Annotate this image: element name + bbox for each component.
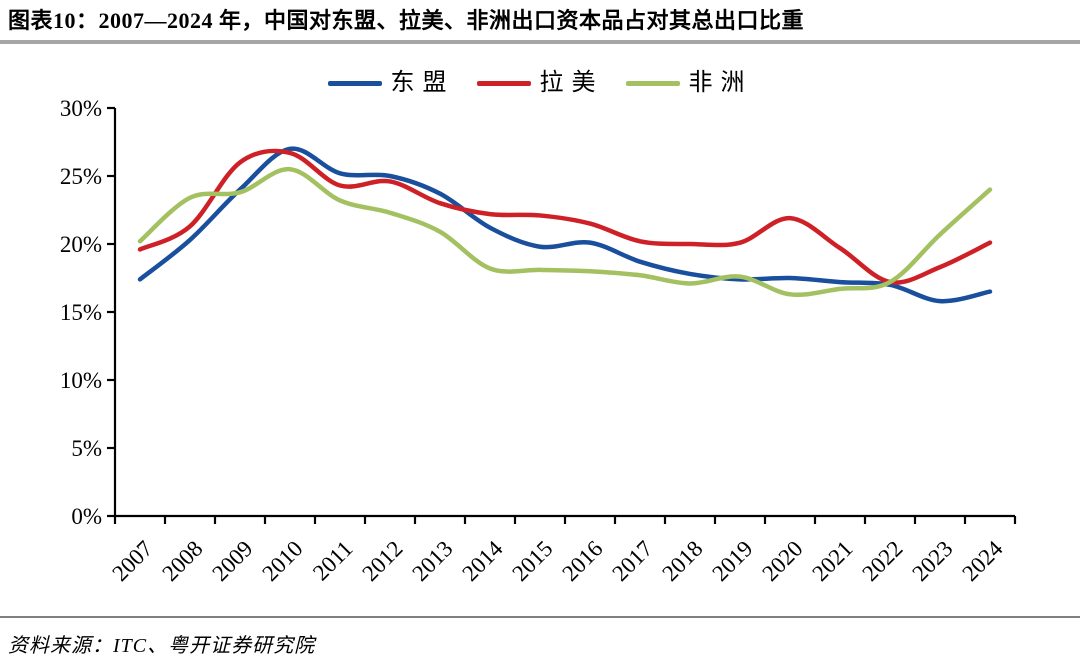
series-line-latam [137, 148, 993, 285]
legend-label-asean: 东盟 [390, 70, 455, 96]
footer-divider [0, 616, 1080, 618]
x-tick-label: 2016 [557, 536, 607, 586]
x-tick-label: 2009 [207, 536, 257, 586]
y-tick-label: 30% [60, 96, 102, 121]
legend-swatch-latam [476, 80, 531, 86]
x-tick-label: 2021 [807, 536, 857, 586]
x-tick-label: 2013 [407, 536, 457, 586]
y-tick-label: 0% [71, 504, 102, 529]
legend-item-africa[interactable]: 非洲 [625, 70, 753, 96]
y-tick-label: 20% [60, 232, 102, 257]
legend-label-africa: 非洲 [688, 70, 753, 96]
legend-swatch-africa [625, 80, 680, 86]
source-note: 资料来源：ITC、粤开证券研究院 [8, 635, 316, 657]
legend-item-asean[interactable]: 东盟 [327, 70, 455, 96]
y-tick-label: 10% [60, 368, 102, 393]
x-tick-label: 2017 [607, 536, 657, 586]
x-tick-label: 2007 [107, 536, 157, 586]
x-tick-label: 2019 [707, 536, 757, 586]
x-tick-label: 2010 [257, 536, 307, 586]
chart-legend: 东盟 拉美 非洲 [0, 70, 1080, 96]
x-tick-label: 2012 [357, 536, 407, 586]
x-tick-label: 2015 [507, 536, 557, 586]
legend-swatch-asean [327, 80, 382, 86]
x-tick-label: 2024 [957, 536, 1008, 587]
x-tick-label: 2014 [457, 536, 508, 587]
series-line-asean [137, 146, 993, 304]
x-tick-label: 2018 [657, 536, 707, 586]
legend-label-latam: 拉美 [539, 70, 604, 96]
x-tick-label: 2022 [857, 536, 907, 586]
x-tick-label: 2008 [157, 536, 207, 586]
x-tick-label: 2020 [757, 536, 807, 586]
series-line-africa [137, 166, 993, 298]
x-tick-label: 2011 [308, 536, 358, 586]
legend-item-latam[interactable]: 拉美 [476, 70, 604, 96]
y-tick-label: 15% [60, 300, 102, 325]
x-tick-label: 2023 [907, 536, 957, 586]
y-tick-label: 25% [60, 164, 102, 189]
y-tick-label: 5% [71, 436, 102, 461]
figure-title: 图表10：2007—2024 年，中国对东盟、拉美、非洲出口资本品占对其总出口比… [0, 0, 1080, 44]
